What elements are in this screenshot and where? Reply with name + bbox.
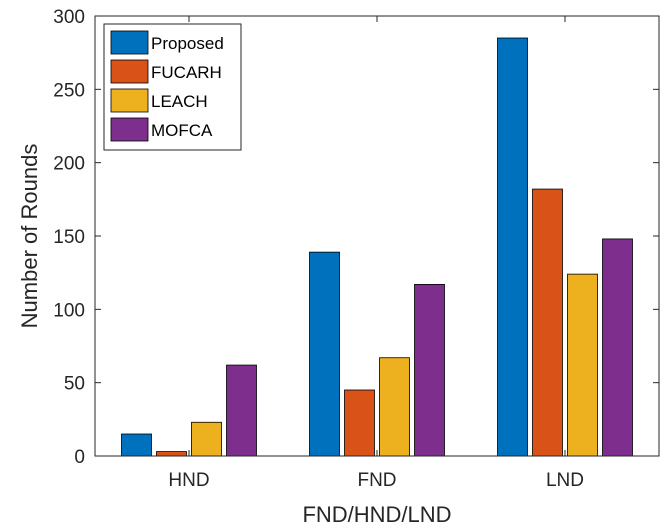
y-tick-label: 150 (53, 227, 85, 248)
y-tick-label: 0 (74, 447, 85, 468)
legend-swatch-fucarh (110, 59, 149, 84)
y-axis-title: Number of Rounds (17, 144, 42, 329)
bar-fucarh-fnd (344, 389, 375, 457)
bar-proposed-fnd (309, 251, 340, 457)
x-tick-label: LND (546, 470, 584, 491)
x-tick-label: FND (357, 470, 396, 491)
bar-leach-lnd (567, 273, 598, 457)
y-tick-label: 200 (53, 154, 85, 175)
legend-label-proposed: Proposed (151, 34, 224, 53)
legend: Proposed FUCARH LEACH MOFCA (103, 23, 242, 151)
y-tick-label: 250 (53, 80, 85, 101)
legend-label-leach: LEACH (151, 92, 208, 111)
x-tick-label: HND (168, 470, 209, 491)
legend-swatch-proposed (110, 30, 149, 55)
legend-label-mofca: MOFCA (151, 121, 213, 140)
legend-label-fucarh: FUCARH (151, 63, 222, 82)
bar-mofca-hnd (226, 364, 257, 457)
bar-fucarh-lnd (532, 188, 563, 457)
bar-leach-hnd (191, 421, 222, 457)
bar-leach-fnd (379, 357, 410, 457)
y-tick-label: 300 (53, 7, 85, 28)
bar-mofca-fnd (414, 283, 445, 457)
x-axis: HND FND LND (168, 16, 584, 491)
bar-proposed-lnd (497, 37, 528, 457)
bars-layer (121, 37, 633, 457)
bar-mofca-lnd (602, 238, 633, 457)
y-tick-label: 100 (53, 300, 85, 321)
legend-swatch-mofca (110, 117, 149, 142)
y-axis: 0 50 100 150 200 250 300 (53, 7, 659, 468)
bar-fucarh-hnd (156, 451, 187, 457)
bar-proposed-hnd (121, 433, 152, 457)
x-axis-title: FND/HND/LND (302, 502, 451, 527)
legend-swatch-leach (110, 88, 149, 113)
y-tick-label: 50 (64, 374, 85, 395)
